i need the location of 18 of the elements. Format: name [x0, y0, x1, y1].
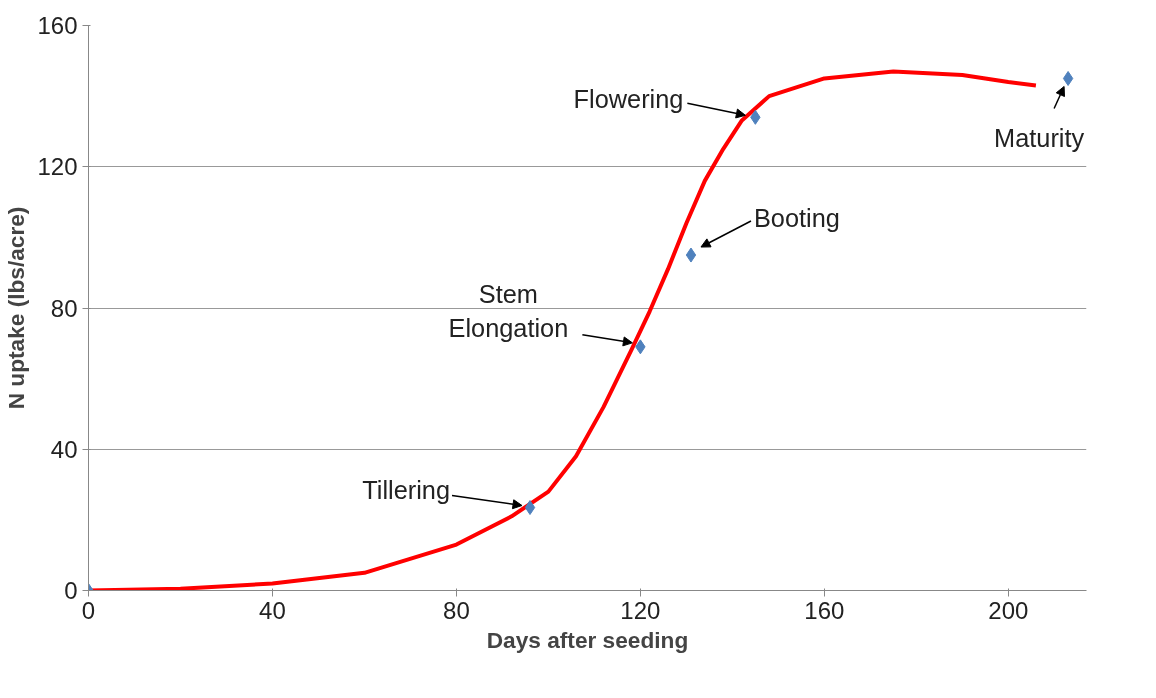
x-tick-label: 40 — [259, 596, 286, 624]
x-tick-label: 200 — [988, 596, 1029, 624]
annotation: Booting — [753, 204, 840, 233]
y-tick-label: 160 — [37, 12, 78, 39]
annotation: Flowering — [573, 85, 684, 114]
x-tick-label: 80 — [443, 596, 470, 624]
y-axis-title: N uptake (lbs/acre) — [3, 206, 30, 410]
annotation: Maturity — [994, 124, 1085, 153]
x-tick-label: 120 — [620, 596, 661, 624]
x-tick-label: 0 — [81, 596, 96, 624]
y-tick-label: 120 — [37, 153, 78, 181]
annotation: Stem Elongation — [448, 280, 569, 342]
y-tick-label: 0 — [64, 577, 78, 604]
annotation: Tillering — [362, 475, 451, 504]
x-tick-label: 160 — [804, 596, 845, 624]
x-axis-title: Days after seeding — [486, 626, 689, 653]
y-tick-label: 40 — [50, 435, 78, 463]
y-tick-label: 80 — [50, 294, 78, 322]
